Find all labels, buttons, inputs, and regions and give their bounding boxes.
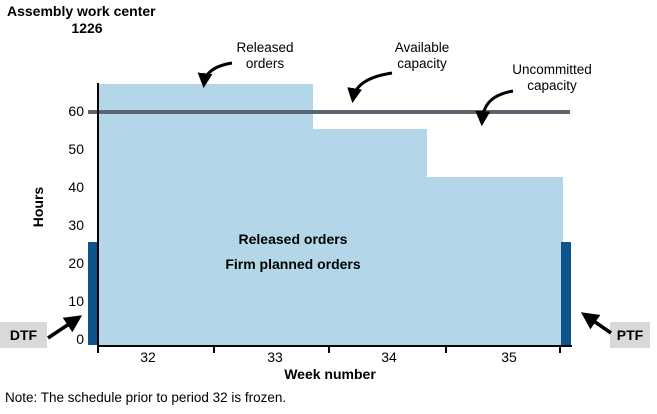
y-tick-label-40: 40 <box>68 179 84 195</box>
y-tick-label-30: 30 <box>68 217 84 233</box>
ptf-fence-bar <box>561 242 571 345</box>
x-axis-tick <box>445 347 447 353</box>
x-axis-line <box>97 345 572 347</box>
y-tick-label-20: 20 <box>68 255 84 271</box>
x-axis-title: Week number <box>284 366 376 382</box>
uncommitted-capacity-arrow <box>475 89 514 127</box>
y-axis-title: Hours <box>30 186 46 228</box>
load-area-step-1 <box>99 84 313 345</box>
x-tick-label-34: 34 <box>381 349 397 365</box>
chart-title-number: 1226 <box>71 20 103 36</box>
dtf-fence-bar <box>88 242 97 345</box>
x-axis-tick <box>559 347 561 353</box>
x-tick-label-33: 33 <box>267 349 283 365</box>
footnote: Note: The schedule prior to period 32 is… <box>5 390 287 405</box>
x-axis-tick <box>213 347 215 353</box>
x-axis-tick <box>328 347 330 353</box>
y-tick-label-60: 60 <box>68 103 84 119</box>
available-capacity-line <box>88 110 570 114</box>
y-axis-line <box>97 83 99 353</box>
load-area-label: Released orders Firm planned orders <box>181 227 405 277</box>
released-orders-callout: Released orders <box>236 40 294 71</box>
load-area-label-line2: Firm planned orders <box>225 256 361 272</box>
y-tick-label-0: 0 <box>76 331 84 347</box>
available-capacity-arrow <box>347 71 393 104</box>
available-capacity-callout: Available capacity <box>394 40 450 71</box>
chart-title: Assembly work center <box>7 3 156 19</box>
ptf-label-box: PTF <box>610 322 650 348</box>
load-area-label-line1: Released orders <box>238 231 348 247</box>
load-area-step-2 <box>313 129 427 345</box>
x-tick-label-32: 32 <box>140 349 156 365</box>
load-area-step-3 <box>427 177 563 345</box>
uncommitted-capacity-callout: Uncommitted capacity <box>512 62 592 93</box>
x-tick-label-35: 35 <box>501 349 517 365</box>
dtf-label-box: DTF <box>0 322 47 348</box>
ptf-arrow <box>580 312 612 335</box>
y-tick-label-50: 50 <box>68 141 84 157</box>
y-tick-label-10: 10 <box>68 293 84 309</box>
